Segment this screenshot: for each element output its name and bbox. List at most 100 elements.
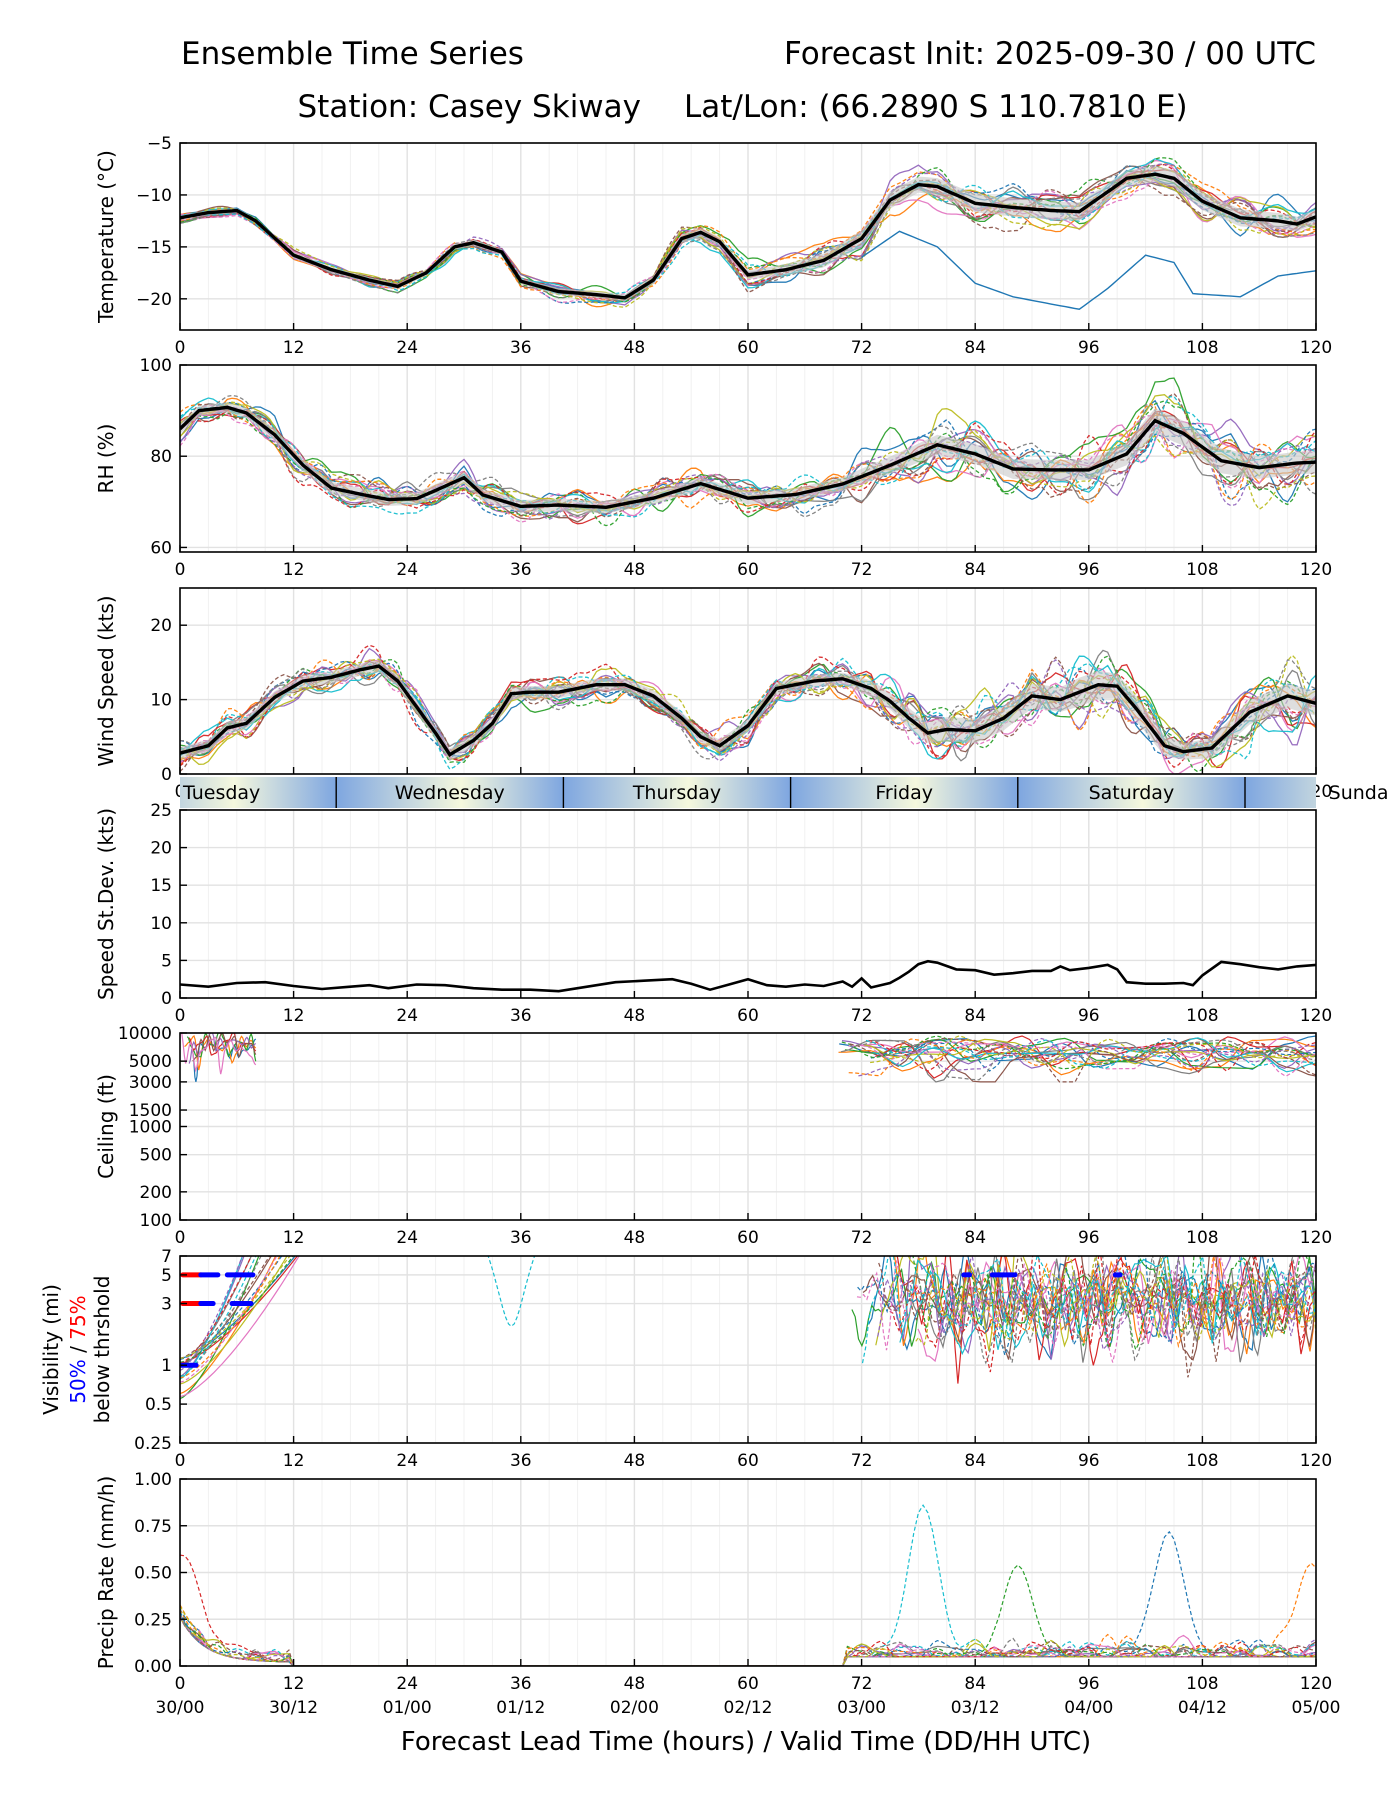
panels: 0 12 24 36 48 60 72 84 96 108 120−5−10−15−20Temper… bbox=[39, 134, 1341, 1718]
rh-xtick-label-36: 36 bbox=[510, 560, 532, 580]
precip-member-1 bbox=[180, 1504, 1316, 1666]
speed_sd-line bbox=[179, 959, 1317, 993]
temperature-xtick-label-120: 120 bbox=[1300, 338, 1332, 358]
speed_sd-panel: 0 12 24 36 48 60 72 84 96 108 120 0 5 10 15 20 25 bbox=[150, 801, 1332, 1026]
temperature-ytick-label: −5 bbox=[147, 134, 172, 154]
visibility-late-member-14 bbox=[889, 1256, 1316, 1373]
wind-ytick-label: 0 bbox=[161, 765, 172, 785]
day-band: Tuesday Wednesday Thursday Friday Saturday Su… bbox=[180, 777, 1389, 808]
precip-valid-time-36: 01/12 bbox=[496, 1698, 545, 1718]
visibility-dip-member bbox=[487, 1256, 536, 1328]
temperature-panel: 0 12 24 36 48 60 72 84 96 108 120 −5 −10 −15 −20 bbox=[136, 134, 1332, 358]
precip-member-7 bbox=[180, 1617, 1316, 1666]
rh-xtick-label-24: 24 bbox=[396, 560, 418, 580]
ceiling-xtick-label-24: 24 bbox=[396, 1228, 418, 1248]
rh-ylabel: RH (%) bbox=[94, 424, 118, 494]
speed_sd-grid bbox=[179, 809, 1317, 999]
day-label-sunda: Sunda bbox=[1329, 782, 1389, 804]
visibility-xtick-label-96: 96 bbox=[1078, 1451, 1100, 1471]
temperature-xtick-label-60: 60 bbox=[737, 338, 759, 358]
precip-xtick-label-72: 72 bbox=[851, 1674, 873, 1694]
precip-xtick-label-12: 12 bbox=[283, 1674, 305, 1694]
speed_sd-xtick-label-12: 12 bbox=[283, 1006, 305, 1026]
ceiling-member-12 bbox=[848, 1038, 1316, 1077]
precip-xtick-label-0: 0 bbox=[175, 1674, 186, 1694]
temperature-ytick-label: −10 bbox=[136, 186, 172, 206]
visibility-late-member-13 bbox=[912, 1256, 1316, 1352]
speed_sd-xtick-label-36: 36 bbox=[510, 1006, 532, 1026]
wind-ytick-label: 10 bbox=[150, 691, 172, 711]
station-label: Station: Casey Skiway bbox=[297, 89, 641, 125]
rh-ytick-label: 80 bbox=[150, 447, 172, 467]
precip-member-12 bbox=[180, 1611, 1316, 1666]
rh-xtick-label-120: 120 bbox=[1300, 560, 1332, 580]
visibility-late-member-12 bbox=[905, 1256, 1316, 1349]
visibility-late-member-3 bbox=[851, 1256, 1316, 1348]
visibility-late-member-20 bbox=[861, 1256, 1316, 1364]
temperature-plot bbox=[180, 157, 1316, 310]
precip-ytick-label: 1.00 bbox=[134, 1470, 172, 1490]
precip-ylabel: Precip Rate (mm/h) bbox=[94, 1476, 118, 1670]
visibility-ylabel-75: 75% bbox=[66, 1295, 90, 1339]
temperature-ylabel: Temperature (°C) bbox=[94, 150, 118, 324]
precip-ytick-label: 0.50 bbox=[134, 1564, 172, 1584]
ceiling-ytick-label: 200 bbox=[140, 1183, 172, 1203]
visibility-ylabel-50: 50% bbox=[66, 1359, 90, 1403]
temperature-xtick-label-108: 108 bbox=[1186, 338, 1218, 358]
visibility-ytick-label: 5 bbox=[161, 1266, 172, 1286]
visibility-ytick-label: 0.25 bbox=[134, 1434, 172, 1454]
precip-valid-time-60: 02/12 bbox=[724, 1698, 773, 1718]
visibility-ylabel-sep: / bbox=[66, 1340, 90, 1359]
rh-xtick-label-84: 84 bbox=[964, 560, 986, 580]
temperature-ensemble-mean bbox=[180, 172, 1316, 300]
rh-member-17 bbox=[180, 404, 1316, 523]
wind-spread-band bbox=[180, 660, 1316, 761]
wind-ylabel: Wind Speed (kts) bbox=[94, 595, 118, 766]
day-label-wednesday: Wednesday bbox=[395, 782, 505, 804]
temperature-xtick-label-36: 36 bbox=[510, 338, 532, 358]
precip-member-2 bbox=[180, 1530, 1316, 1666]
wind-member-17 bbox=[180, 664, 1316, 764]
ceiling-ytick-label: 500 bbox=[140, 1146, 172, 1166]
precip-xtick-label-120: 120 bbox=[1300, 1674, 1332, 1694]
figure-header: Ensemble Time Series Forecast Init: 2025… bbox=[181, 36, 1316, 125]
precip-panel: 0 12 24 36 48 60 72 84 96 108 120 30/00 30/12 01/00 01… bbox=[134, 1470, 1340, 1718]
rh-ytick-label: 100 bbox=[140, 356, 172, 376]
visibility-early-member-19 bbox=[180, 1256, 291, 1360]
temperature-xtick-label-12: 12 bbox=[283, 338, 305, 358]
rh-member-16 bbox=[180, 392, 1316, 518]
ceiling-xtick-label-36: 36 bbox=[510, 1228, 532, 1248]
temperature-member-12 bbox=[180, 163, 1316, 302]
speed_sd-xtick-label-72: 72 bbox=[851, 1006, 873, 1026]
speed_sd-xtick-label-60: 60 bbox=[737, 1006, 759, 1026]
ceiling-member-15 bbox=[858, 1037, 1316, 1077]
temperature-xtick-label-84: 84 bbox=[964, 338, 986, 358]
precip-xtick-label-36: 36 bbox=[510, 1674, 532, 1694]
precip-member-9 bbox=[180, 1613, 1316, 1666]
speed_sd-xtick-label-120: 120 bbox=[1300, 1006, 1332, 1026]
ceiling-xtick-label-108: 108 bbox=[1186, 1228, 1218, 1248]
latlon-label: Lat/Lon: (66.2890 S 110.7810 E) bbox=[684, 89, 1188, 125]
ceiling-xtick-label-72: 72 bbox=[851, 1228, 873, 1248]
speed_sd-xtick-label-48: 48 bbox=[624, 1006, 646, 1026]
speed_sd-ytick-label: 15 bbox=[150, 876, 172, 896]
precip-valid-time-0: 30/00 bbox=[156, 1698, 205, 1718]
visibility-late-member-18 bbox=[906, 1256, 1316, 1365]
visibility-early-member-2 bbox=[180, 1256, 277, 1395]
visibility-ylabel-percent: 50% / 75% bbox=[66, 1295, 90, 1403]
temperature-xtick-label-72: 72 bbox=[851, 338, 873, 358]
visibility-early-member-9 bbox=[180, 1256, 288, 1385]
day-label-saturday: Saturday bbox=[1089, 782, 1175, 804]
temperature-member-16 bbox=[180, 177, 1316, 302]
rh-ytick-label: 60 bbox=[150, 538, 172, 558]
speed_sd-ytick-label: 25 bbox=[150, 801, 172, 821]
rh-xtick-label-12: 12 bbox=[283, 560, 305, 580]
ceiling-member-7 bbox=[180, 1033, 257, 1075]
temperature-xtick-label-96: 96 bbox=[1078, 338, 1100, 358]
visibility-ytick-label: 7 bbox=[161, 1247, 172, 1267]
precip-valid-time-72: 03/00 bbox=[837, 1698, 886, 1718]
visibility-xtick-label-24: 24 bbox=[396, 1451, 418, 1471]
visibility-xtick-label-72: 72 bbox=[851, 1451, 873, 1471]
ceiling-ylabel: Ceiling (ft) bbox=[94, 1074, 118, 1179]
rh-plot bbox=[180, 377, 1316, 527]
